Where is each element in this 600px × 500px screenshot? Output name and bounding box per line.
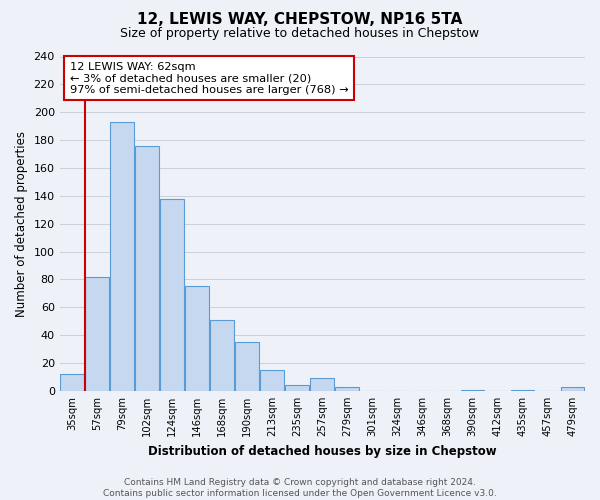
Bar [136,146,159,391]
Bar [110,122,134,391]
Bar [185,286,209,391]
Bar [211,320,234,391]
Bar [511,390,535,391]
Bar [310,378,334,391]
Bar [260,370,284,391]
Bar [335,387,359,391]
Bar [560,387,584,391]
Bar [235,342,259,391]
X-axis label: Distribution of detached houses by size in Chepstow: Distribution of detached houses by size … [148,444,497,458]
Text: Size of property relative to detached houses in Chepstow: Size of property relative to detached ho… [121,28,479,40]
Text: 12 LEWIS WAY: 62sqm
← 3% of detached houses are smaller (20)
97% of semi-detache: 12 LEWIS WAY: 62sqm ← 3% of detached hou… [70,62,349,94]
Bar [286,386,309,391]
Bar [160,198,184,391]
Y-axis label: Number of detached properties: Number of detached properties [15,130,28,316]
Bar [60,374,84,391]
Text: 12, LEWIS WAY, CHEPSTOW, NP16 5TA: 12, LEWIS WAY, CHEPSTOW, NP16 5TA [137,12,463,28]
Bar [85,276,109,391]
Bar [461,390,484,391]
Text: Contains HM Land Registry data © Crown copyright and database right 2024.
Contai: Contains HM Land Registry data © Crown c… [103,478,497,498]
